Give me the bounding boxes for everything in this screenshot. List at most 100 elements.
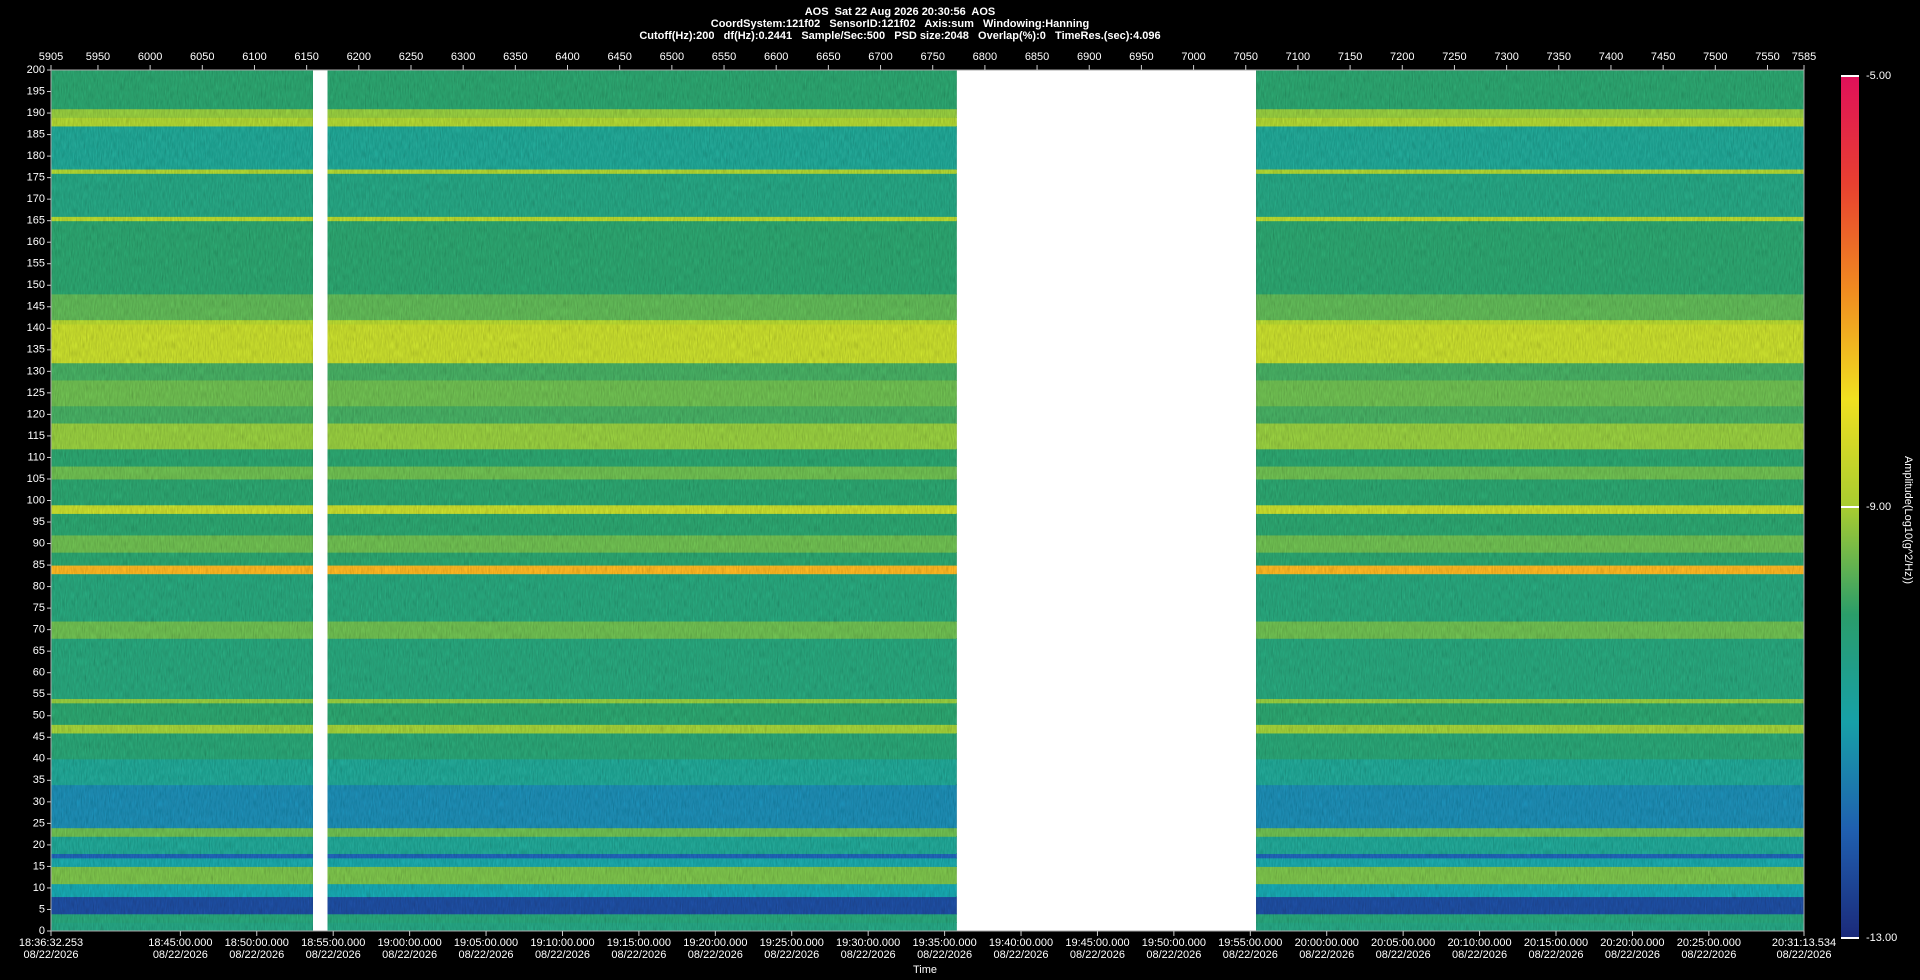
band <box>1256 216 1804 222</box>
x2-tick-label: 6200 <box>347 51 371 63</box>
x2-tick-label: 7450 <box>1651 51 1675 63</box>
band <box>51 534 313 553</box>
band <box>1256 478 1804 506</box>
band <box>1256 117 1804 127</box>
band <box>51 362 313 381</box>
band <box>1256 379 1804 407</box>
band <box>327 534 957 553</box>
x-tick-date: 08/22/2026 <box>993 949 1048 961</box>
band <box>51 478 313 506</box>
x-tick-label: 18:36:32.253 <box>19 937 83 949</box>
x-tick-label: 20:31:13.534 <box>1772 937 1836 949</box>
x2-tick-label: 6900 <box>1077 51 1101 63</box>
x-tick-date: 08/22/2026 <box>841 949 896 961</box>
band <box>327 638 957 700</box>
x-tick-date: 08/22/2026 <box>611 949 666 961</box>
x2-tick-label: 6150 <box>294 51 318 63</box>
band <box>51 758 313 786</box>
band <box>1256 836 1804 855</box>
band <box>1256 108 1804 118</box>
x-tick-label: 20:05:00.000 <box>1371 937 1435 949</box>
band <box>51 565 313 575</box>
band <box>327 896 957 915</box>
x2-tick-label: 7400 <box>1599 51 1623 63</box>
band <box>1256 173 1804 217</box>
band <box>327 70 957 110</box>
x-tick-date: 08/22/2026 <box>1070 949 1125 961</box>
band <box>327 173 957 217</box>
band <box>51 836 313 855</box>
x2-tick-label: 7000 <box>1181 51 1205 63</box>
band <box>51 866 313 885</box>
band <box>1256 732 1804 760</box>
x2-tick-label: 7350 <box>1547 51 1571 63</box>
colorbar-tick-label: -5.00 <box>1866 70 1891 82</box>
band <box>327 702 957 725</box>
x2-tick-label: 6050 <box>190 51 214 63</box>
x-tick-date: 08/22/2026 <box>1605 949 1660 961</box>
y-tick-label: 185 <box>27 128 45 140</box>
y-tick-label: 25 <box>33 817 45 829</box>
x2-tick-label: 5950 <box>86 51 110 63</box>
colorbar-tick-label: -9.00 <box>1866 501 1891 513</box>
band <box>51 125 313 170</box>
band <box>327 504 957 514</box>
band <box>51 784 313 829</box>
x-tick-date: 08/22/2026 <box>1146 949 1201 961</box>
band <box>327 724 957 734</box>
band <box>1256 827 1804 837</box>
y-tick-label: 170 <box>27 193 45 205</box>
band <box>51 108 313 118</box>
y-tick-label: 50 <box>33 710 45 722</box>
band <box>1256 922 1804 932</box>
band <box>1256 573 1804 622</box>
y-tick-label: 20 <box>33 839 45 851</box>
band <box>327 758 957 786</box>
y-tick-label: 55 <box>33 688 45 700</box>
x-tick-label: 20:25:00.000 <box>1677 937 1741 949</box>
band <box>1256 362 1804 381</box>
x-tick-date: 08/22/2026 <box>1528 949 1583 961</box>
y-tick-label: 65 <box>33 645 45 657</box>
band <box>1256 70 1804 110</box>
band <box>1256 169 1804 174</box>
band <box>327 552 957 566</box>
x2-tick-label: 7100 <box>1286 51 1310 63</box>
y-tick-label: 10 <box>33 882 45 894</box>
x-tick-date: 08/22/2026 <box>153 949 208 961</box>
y-tick-label: 80 <box>33 581 45 593</box>
x2-tick-label: 6100 <box>242 51 266 63</box>
x-axis-label: Time <box>913 964 937 976</box>
band <box>1256 565 1804 575</box>
band <box>51 319 313 325</box>
band <box>51 732 313 760</box>
band <box>51 913 313 923</box>
band <box>51 379 313 407</box>
x2-tick-label: 7200 <box>1390 51 1414 63</box>
band <box>327 108 957 118</box>
band <box>51 922 313 932</box>
band <box>327 423 957 450</box>
y-tick-label: 85 <box>33 559 45 571</box>
y-tick-label: 200 <box>27 64 45 76</box>
x-tick-date: 08/22/2026 <box>229 949 284 961</box>
band <box>327 379 957 407</box>
band <box>1256 698 1804 704</box>
y-tick-label: 180 <box>27 150 45 162</box>
band <box>1256 220 1804 295</box>
band <box>51 423 313 450</box>
x-tick-label: 19:40:00.000 <box>989 937 1053 949</box>
band <box>327 323 957 364</box>
y-tick-label: 40 <box>33 753 45 765</box>
band <box>51 724 313 734</box>
x2-tick-label: 7585 <box>1792 51 1816 63</box>
band <box>51 853 313 859</box>
colorbar-tick-label: -13.00 <box>1866 932 1897 944</box>
band <box>327 565 957 575</box>
band <box>327 866 957 885</box>
x2-tick-label: 6550 <box>712 51 736 63</box>
band <box>51 323 313 364</box>
x-tick-label: 19:55:00.000 <box>1218 937 1282 949</box>
x-tick-date: 08/22/2026 <box>306 949 361 961</box>
